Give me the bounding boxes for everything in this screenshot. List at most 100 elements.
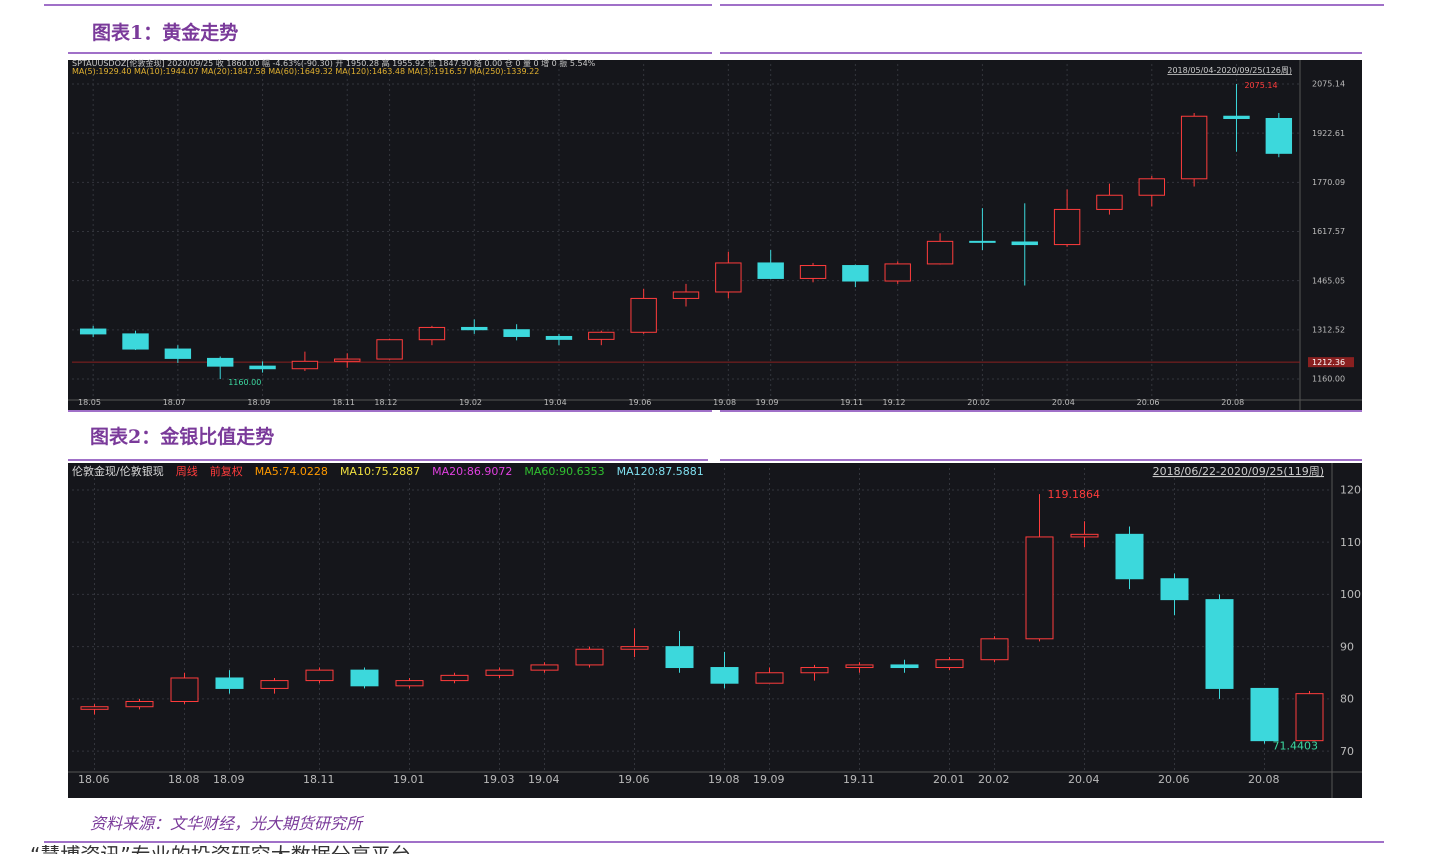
- candle-body: [1295, 693, 1324, 742]
- y-tick-label: 120: [1340, 484, 1361, 497]
- y-tick-label: 80: [1340, 693, 1354, 706]
- x-tick-label: 20.01: [933, 773, 965, 786]
- candle-body: [350, 669, 379, 687]
- candle-body: [418, 326, 446, 341]
- candle-body: [164, 348, 192, 359]
- x-tick-label: 19.04: [528, 773, 560, 786]
- candle-body: [665, 646, 694, 669]
- x-tick-label: 19.01: [393, 773, 425, 786]
- y-tick-label: 2075.14: [1312, 80, 1345, 89]
- candle-body: [1025, 536, 1054, 640]
- candle-body: [630, 297, 657, 333]
- x-tick-label: 18.05: [78, 398, 101, 407]
- candle-body: [755, 672, 784, 684]
- x-tick-label: 18.08: [168, 773, 200, 786]
- x-tick-label: 19.09: [756, 398, 779, 407]
- y-tick-label: 70: [1340, 745, 1354, 758]
- candle-body: [980, 638, 1009, 661]
- footer: “慧博资讯”专业的投资研究大数据分享平台: [30, 843, 411, 854]
- x-tick-label: 19.11: [843, 773, 875, 786]
- header-item: SPTAUUSDOZ[伦敦金现] 2020/09/25 收 1860.00 幅 …: [72, 58, 596, 68]
- candle-body: [215, 677, 244, 689]
- candle-body: [620, 646, 649, 650]
- x-tick-label: 18.11: [303, 773, 335, 786]
- x-tick-label: 19.12: [883, 398, 906, 407]
- candle-body: [334, 358, 361, 362]
- candle-body: [800, 667, 829, 674]
- x-tick-label: 19.08: [708, 773, 740, 786]
- x-tick-label: 19.04: [544, 398, 567, 407]
- candle-body: [969, 240, 996, 243]
- candle-body: [485, 669, 514, 676]
- candle-body: [291, 360, 319, 370]
- x-tick-label: 19.02: [459, 398, 482, 407]
- price-marker-box: [1308, 357, 1354, 368]
- candle-body: [79, 328, 107, 335]
- candle-body: [715, 262, 742, 293]
- candle-body: [1223, 115, 1250, 119]
- candle-body: [926, 240, 954, 265]
- figure-title: 图表1：黄金走势: [92, 21, 238, 44]
- candle-body: [461, 326, 488, 331]
- x-tick-label: 20.06: [1137, 398, 1160, 407]
- header-item: MA5:74.0228: [255, 465, 328, 478]
- candle-body: [575, 648, 604, 666]
- candle-body: [80, 706, 109, 710]
- candle-body: [170, 677, 199, 702]
- candle-body: [503, 329, 530, 337]
- header-item: MA(5):1929.40 MA(10):1944.07 MA(20):1847…: [72, 67, 539, 76]
- candle-body: [799, 265, 827, 279]
- header-item: MA60:90.6353: [524, 465, 604, 478]
- candle-body: [260, 680, 289, 689]
- price-marker-label: 1212.36: [1312, 358, 1345, 367]
- y-tick-label: 1770.09: [1312, 178, 1345, 187]
- candle-body: [249, 365, 276, 370]
- candle-body: [1138, 178, 1165, 196]
- x-tick-label: 19.03: [483, 773, 515, 786]
- candle-body: [842, 265, 869, 282]
- candle-body: [1205, 599, 1234, 689]
- candle-body: [122, 333, 149, 350]
- candle-body: [1250, 687, 1279, 742]
- candle-body: [890, 664, 919, 669]
- candle-body: [207, 357, 234, 367]
- x-tick-label: 20.02: [967, 398, 990, 407]
- candle-body: [672, 291, 700, 299]
- header-item: MA120:87.5881: [617, 465, 704, 478]
- x-tick-label: 20.02: [978, 773, 1010, 786]
- candle-body: [1053, 208, 1081, 246]
- candle-body: [376, 339, 403, 360]
- y-tick-label: 1312.52: [1312, 326, 1345, 335]
- x-tick-label: 18.07: [163, 398, 186, 407]
- y-tick-label: 1160.00: [1312, 375, 1345, 384]
- candle-body: [1011, 241, 1038, 246]
- candle-body: [545, 335, 573, 340]
- max-label: 119.1864: [1048, 488, 1101, 501]
- range-label: 2018/06/22-2020/09/25(119周): [1153, 465, 1324, 478]
- x-tick-label: 19.06: [628, 398, 651, 407]
- header-item: 前复权: [210, 464, 243, 478]
- candle-body: [1160, 578, 1189, 601]
- header-item: MA10:75.2887: [340, 465, 420, 478]
- candle-body: [935, 659, 964, 669]
- candle-body: [884, 263, 911, 282]
- candle-body: [1096, 194, 1123, 210]
- candle-body: [1115, 533, 1144, 580]
- header-item: 伦敦金现/伦敦银现: [72, 464, 164, 478]
- candle-body: [305, 669, 334, 682]
- x-tick-label: 18.06: [78, 773, 110, 786]
- candle-body: [1070, 533, 1099, 538]
- x-tick-label: 18.09: [247, 398, 270, 407]
- candle-body: [757, 262, 784, 279]
- chart-panel: [68, 60, 1362, 410]
- candle-body: [530, 664, 559, 671]
- y-tick-label: 110: [1340, 536, 1361, 549]
- range-label: 2018/05/04-2020/09/25(126周): [1167, 66, 1292, 75]
- y-tick-label: 1465.05: [1312, 276, 1345, 285]
- x-tick-label: 19.11: [840, 398, 863, 407]
- x-tick-label: 18.09: [213, 773, 245, 786]
- candle-body: [845, 664, 874, 669]
- candle-body: [710, 667, 739, 684]
- figure-title: 图表2：金银比值走势: [90, 425, 274, 448]
